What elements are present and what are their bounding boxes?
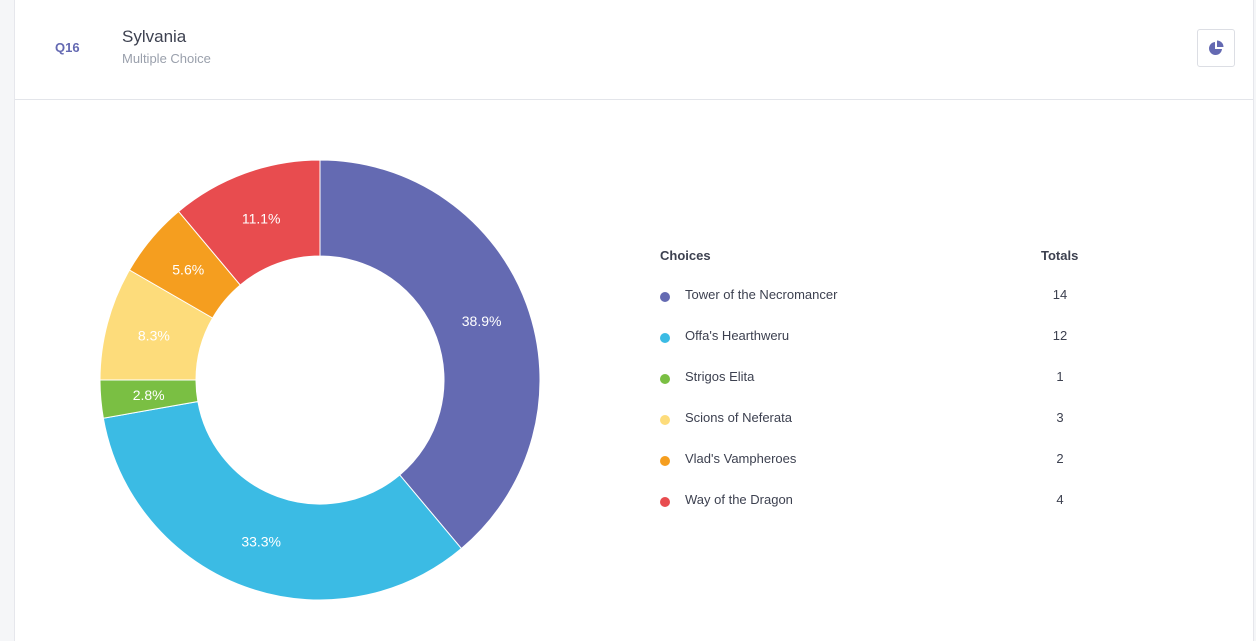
slice-percent-label: 2.8% bbox=[133, 387, 165, 403]
legend-total-value: 1 bbox=[1056, 369, 1064, 384]
legend-choice-label: Vlad's Vampheroes bbox=[685, 451, 797, 466]
choices-header: Choices bbox=[660, 248, 711, 263]
legend-row: Vlad's Vampheroes 2 bbox=[660, 451, 1090, 492]
donut-chart-svg: 38.9% 33.3% 2.8% 8.3% 5.6% 11.1% bbox=[99, 159, 541, 601]
legend-row: Offa's Hearthweru 12 bbox=[660, 328, 1090, 369]
legend-total-value: 2 bbox=[1056, 451, 1064, 466]
legend-color-dot bbox=[660, 456, 670, 466]
legend-header: Choices Totals bbox=[660, 248, 1090, 268]
pie-chart-icon bbox=[1209, 40, 1224, 55]
legend-color-dot bbox=[660, 497, 670, 507]
donut-slice-2[interactable] bbox=[102, 400, 463, 601]
question-header: Q16 Sylvania Multiple Choice bbox=[15, 0, 1253, 100]
slice-percent-label: 5.6% bbox=[172, 261, 204, 277]
legend-choice-label: Scions of Neferata bbox=[685, 410, 792, 425]
legend-color-dot bbox=[660, 415, 670, 425]
slice-percent-label: 11.1% bbox=[242, 210, 281, 226]
slice-percent-label: 33.3% bbox=[241, 534, 281, 550]
legend-row: Strigos Elita 1 bbox=[660, 369, 1090, 410]
legend-choice-label: Offa's Hearthweru bbox=[685, 328, 790, 343]
slice-percent-label: 8.3% bbox=[138, 327, 170, 343]
donut-chart: 38.9% 33.3% 2.8% 8.3% 5.6% 11.1% bbox=[86, 146, 554, 614]
legend-table: Choices Totals Tower of the Necromancer 1… bbox=[660, 248, 1090, 507]
chart-type-button[interactable] bbox=[1197, 29, 1235, 67]
totals-header: Totals bbox=[1041, 248, 1079, 263]
question-type: Multiple Choice bbox=[122, 51, 211, 66]
legend-choice-label: Way of the Dragon bbox=[685, 492, 793, 507]
legend-total-value: 3 bbox=[1056, 410, 1064, 425]
legend-total-value: 12 bbox=[1052, 328, 1068, 343]
legend-row: Scions of Neferata 3 bbox=[660, 410, 1090, 451]
legend-color-dot bbox=[660, 374, 670, 384]
legend-row: Way of the Dragon 4 bbox=[660, 492, 1090, 533]
legend-total-value: 14 bbox=[1052, 287, 1068, 302]
legend-color-dot bbox=[660, 333, 670, 343]
legend-color-dot bbox=[660, 292, 670, 302]
legend-rows: Tower of the Necromancer 14 Offa's Hearthw… bbox=[660, 287, 1090, 533]
legend-choice-label: Strigos Elita bbox=[685, 369, 755, 384]
question-number: Q16 bbox=[55, 40, 80, 55]
legend-row: Tower of the Necromancer 14 bbox=[660, 287, 1090, 328]
donut-slice-6[interactable] bbox=[177, 159, 321, 286]
slice-percent-label: 38.9% bbox=[462, 313, 502, 329]
question-title: Sylvania bbox=[122, 27, 187, 46]
legend-choice-label: Tower of the Necromancer bbox=[685, 287, 838, 302]
legend-total-value: 4 bbox=[1056, 492, 1064, 507]
donut-slice-1[interactable] bbox=[319, 159, 541, 550]
